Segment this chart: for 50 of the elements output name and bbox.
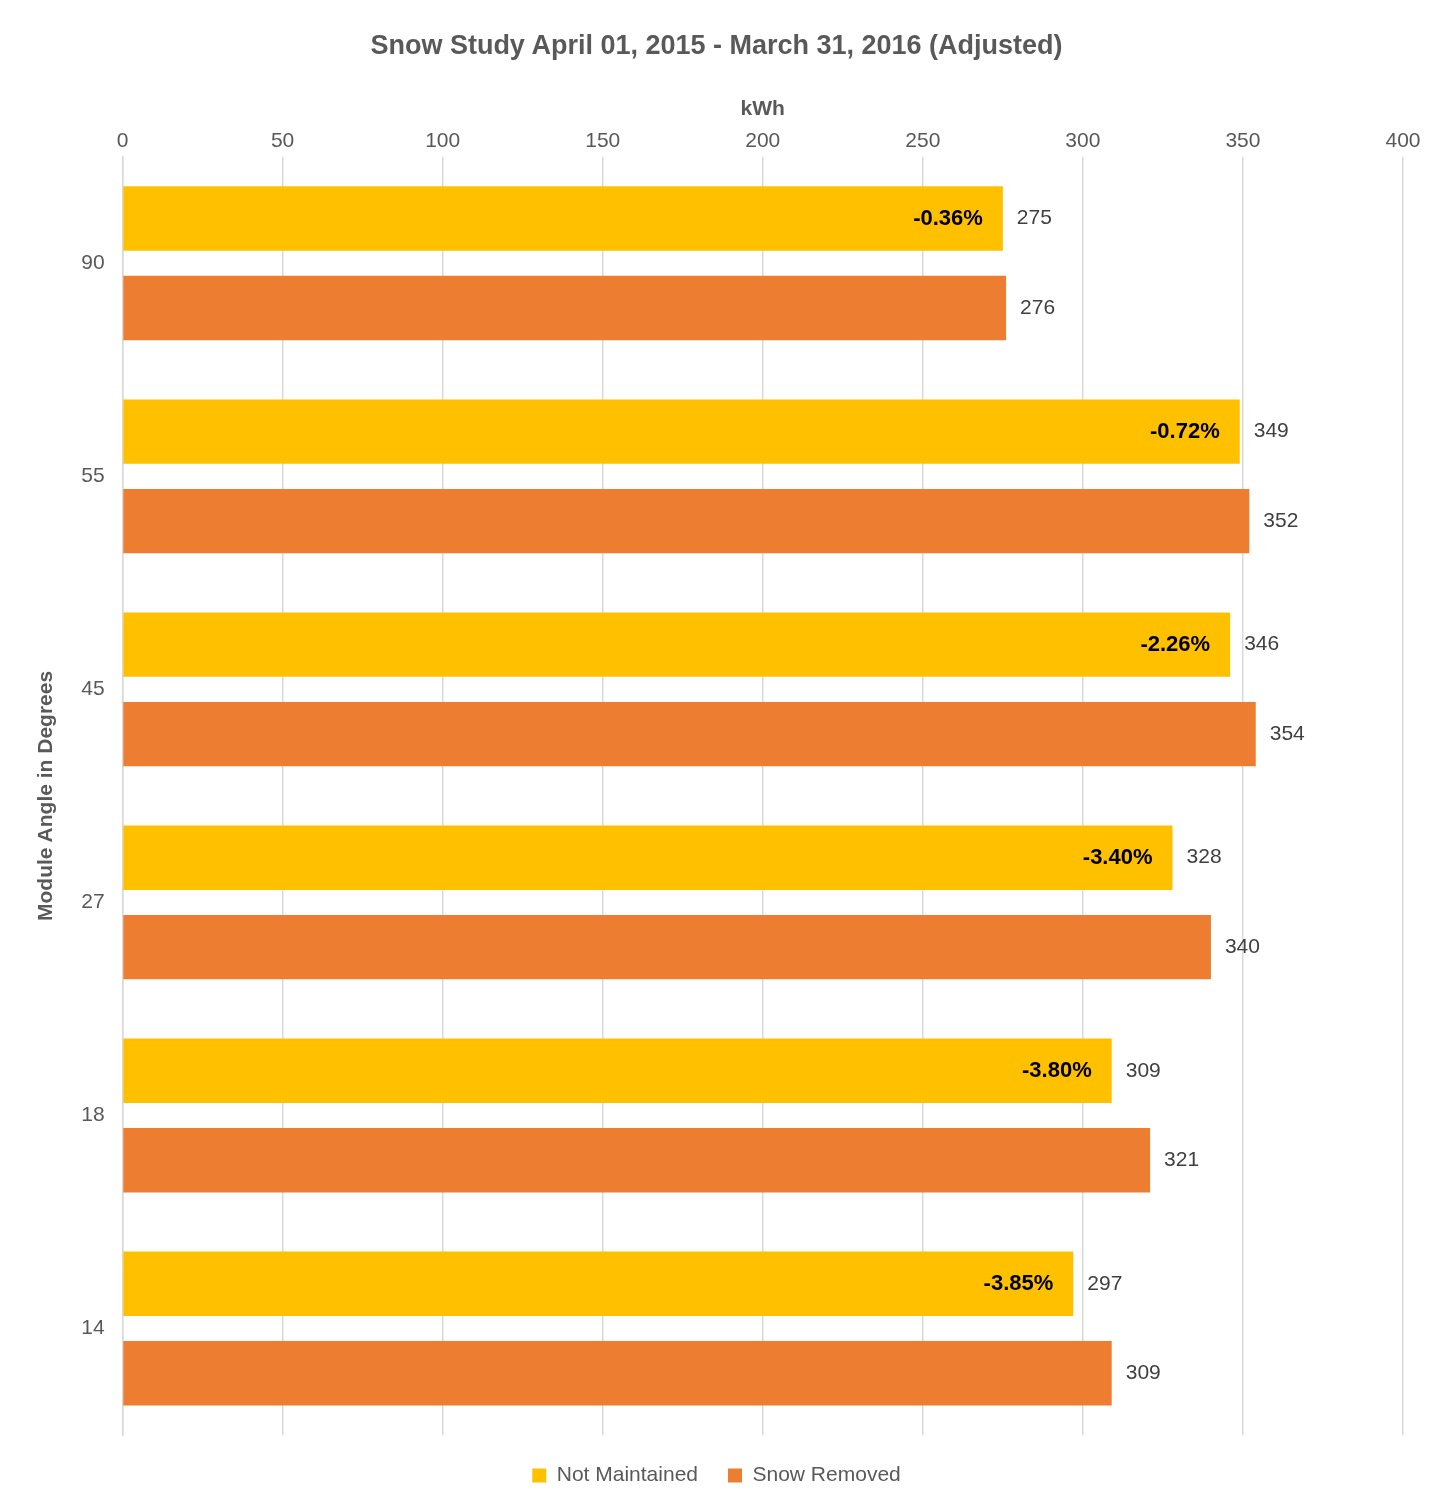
bar: [123, 1251, 1074, 1316]
bar: [123, 186, 1003, 251]
chart-title: Snow Study April 01, 2015 - March 31, 2016 (Adjusted): [370, 29, 1063, 60]
x-tick-label: 50: [270, 128, 295, 151]
data-label: 340: [1224, 933, 1260, 957]
x-tick-label: 0: [116, 128, 129, 151]
bar: [123, 825, 1173, 890]
annotation: -0.72%: [1150, 417, 1220, 443]
data-label: 275: [1016, 205, 1052, 229]
annotation: -3.85%: [983, 1269, 1054, 1295]
annotation: -2.26%: [1140, 630, 1211, 656]
x-tick-label: 250: [905, 128, 941, 151]
bar: [123, 1341, 1112, 1406]
bar: [123, 1127, 1151, 1193]
data-label: 346: [1244, 631, 1280, 655]
bar: [123, 275, 1007, 341]
bar: [123, 701, 1256, 767]
bar: [123, 488, 1250, 554]
data-label: 349: [1253, 418, 1289, 442]
x-tick-label: 400: [1385, 128, 1421, 151]
y-tick-label: 55: [81, 463, 105, 487]
x-tick-label: 100: [425, 128, 461, 151]
bar: [123, 914, 1211, 980]
x-tick-label: 200: [745, 128, 781, 151]
data-label: 309: [1125, 1057, 1161, 1081]
annotation: -3.80%: [1021, 1056, 1092, 1082]
data-label: 309: [1125, 1360, 1161, 1384]
data-label: 352: [1263, 507, 1299, 531]
bar: [123, 1038, 1112, 1103]
data-label: 321: [1164, 1146, 1200, 1170]
y-tick-label: 90: [81, 250, 105, 274]
legend-label: Not Maintained: [556, 1462, 699, 1486]
data-label: 297: [1087, 1270, 1123, 1294]
bar: [123, 399, 1240, 464]
legend-label: Snow Removed: [752, 1462, 901, 1486]
data-label: 328: [1186, 844, 1222, 868]
data-label: 276: [1020, 294, 1056, 318]
y-tick-label: 45: [81, 676, 105, 700]
annotation: -0.36%: [913, 204, 983, 230]
x-tick-label: 150: [585, 128, 621, 151]
data-label: 354: [1269, 720, 1306, 744]
bar: [123, 612, 1231, 677]
y-tick-label: 18: [81, 1102, 105, 1126]
x-tick-label: 350: [1225, 128, 1261, 151]
y-tick-label: 27: [81, 889, 105, 913]
x-axis-title: kWh: [740, 95, 785, 119]
y-tick-label: 14: [81, 1315, 105, 1339]
y-axis-title: Module Angle in Degrees: [33, 670, 57, 921]
x-tick-label: 300: [1065, 128, 1101, 151]
annotation: -3.40%: [1082, 843, 1153, 869]
